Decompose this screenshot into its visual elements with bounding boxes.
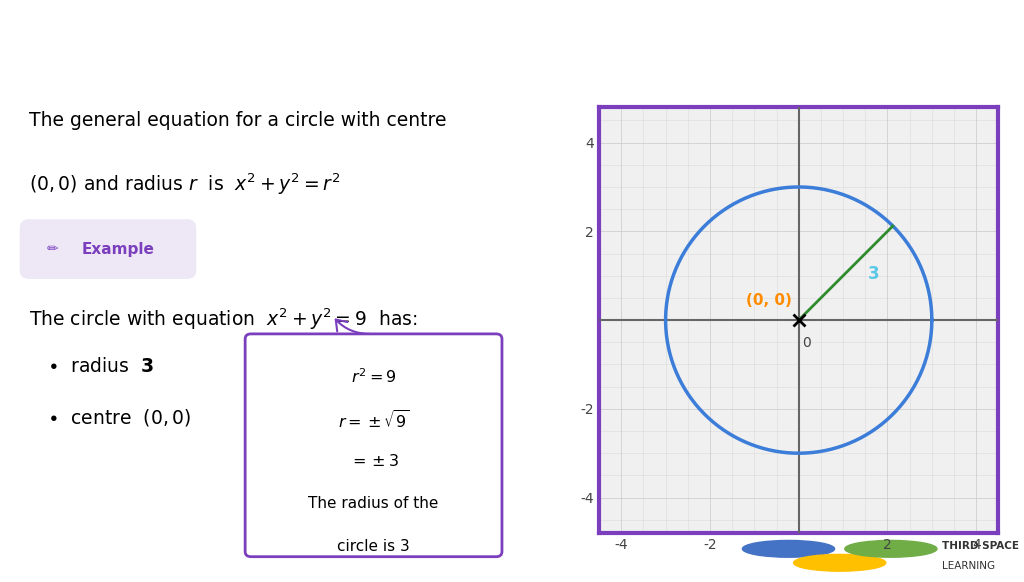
Text: $r = \pm\sqrt{9}$: $r = \pm\sqrt{9}$: [338, 410, 410, 432]
Circle shape: [742, 541, 835, 557]
Text: $= \pm3$: $= \pm3$: [348, 453, 398, 469]
FancyBboxPatch shape: [245, 334, 502, 556]
Text: $r^2 = 9$: $r^2 = 9$: [351, 367, 396, 385]
Text: (0, 0): (0, 0): [746, 293, 793, 308]
Text: $\bullet$  centre  $(0, 0)$: $\bullet$ centre $(0, 0)$: [47, 407, 191, 428]
Text: The general equation for a circle with centre: The general equation for a circle with c…: [29, 111, 446, 130]
Text: $\bullet$  radius  $\mathbf{3}$: $\bullet$ radius $\mathbf{3}$: [47, 357, 154, 375]
Text: THIRD SPACE: THIRD SPACE: [942, 541, 1019, 551]
Text: $(0, 0)$ and radius $r$  is  $x^2 + y^2 = r^2$: $(0, 0)$ and radius $r$ is $x^2 + y^2 = …: [29, 172, 341, 197]
Text: LEARNING: LEARNING: [942, 561, 995, 571]
Circle shape: [794, 555, 886, 571]
FancyBboxPatch shape: [20, 220, 196, 278]
Text: ✏: ✏: [47, 242, 58, 256]
Circle shape: [845, 541, 937, 557]
Text: The radius of the: The radius of the: [308, 496, 438, 511]
Text: 0: 0: [802, 336, 811, 350]
Text: 3: 3: [867, 264, 880, 282]
Text: The circle with equation  $x^2 + y^2 = 9$  has:: The circle with equation $x^2 + y^2 = 9$…: [29, 306, 418, 332]
Text: Example: Example: [82, 242, 155, 257]
Text: Circle Graph: Circle Graph: [26, 17, 314, 59]
FancyArrowPatch shape: [336, 320, 371, 334]
Text: circle is 3: circle is 3: [337, 539, 410, 554]
